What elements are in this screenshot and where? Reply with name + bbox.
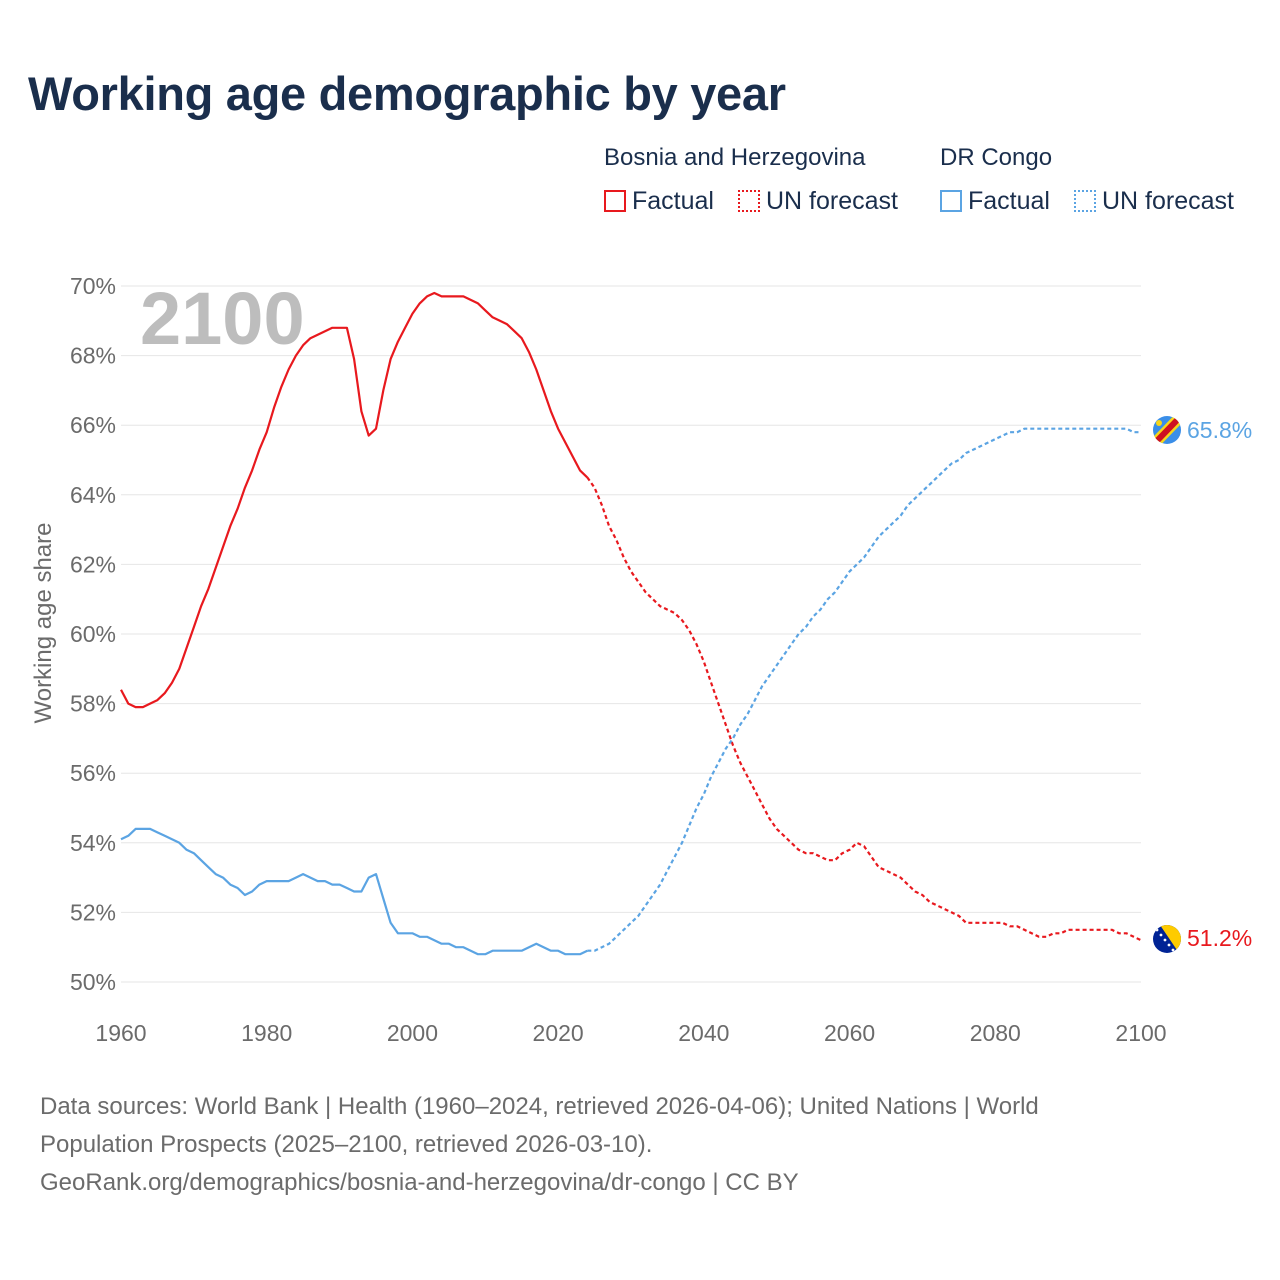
x-tick-label: 2080 [970,1020,1021,1046]
y-tick-label: 58% [70,691,116,717]
bosnia-factual-line[interactable] [120,291,589,709]
legend-bosnia-factual-label: Factual [632,186,714,215]
bosnia-flag-icon [1153,925,1181,953]
y-tick-label: 64% [70,482,116,508]
drcongo-flag-icon [1153,416,1181,444]
footer: Data sources: World Bank | Health (1960–… [40,1088,1240,1202]
x-tick-label: 1980 [241,1020,292,1046]
bosnia-end-value-label: 51.2% [1187,925,1252,951]
legend-drcongo-forecast-label: UN forecast [1102,186,1234,215]
x-tick-label: 2000 [387,1020,438,1046]
dotted-line-swatch-icon [1074,190,1096,212]
x-tick-label: 1960 [95,1020,146,1046]
y-axis-ticks: 50% 52% 54% 56% 58% 60% 62% 64% 66% 68% 70% [70,273,116,995]
bosnia-forecast-line[interactable] [586,476,1142,942]
series-lines [120,291,1142,956]
legend-drcongo-factual-label: Factual [968,186,1050,215]
solid-line-swatch-icon [940,190,962,212]
y-tick-label: 68% [70,343,116,369]
drcongo-factual-line[interactable] [120,827,588,956]
y-tick-label: 60% [70,621,116,647]
y-tick-label: 54% [70,830,116,856]
x-tick-label: 2100 [1115,1020,1166,1046]
legend-bosnia-forecast[interactable]: UN forecast [738,186,898,216]
y-tick-label: 66% [70,412,116,438]
legend-drcongo-forecast[interactable]: UN forecast [1074,186,1234,216]
legend-country-drcongo: DR Congo [940,144,1053,171]
y-tick-label: 52% [70,899,116,925]
source-line-1: Data sources: World Bank | Health (1960–… [40,1093,1039,1120]
y-tick-label: 70% [70,273,116,299]
legend-bosnia-factual[interactable]: Factual [604,186,714,216]
x-tick-label: 2020 [533,1020,584,1046]
y-tick-label: 62% [70,551,116,577]
x-axis-ticks: 1960 1980 2000 2020 2040 2060 2080 2100 [95,1020,1166,1046]
chart-title: Working age demographic by year [28,67,786,120]
drcongo-forecast-line[interactable] [587,427,1141,952]
year-watermark: 2100 [140,277,305,360]
attribution-link[interactable]: GeoRank.org/demographics/bosnia-and-herz… [40,1169,799,1196]
legend-country-bosnia: Bosnia and Herzegovina [604,144,866,171]
source-line-2: Population Prospects (2025–2100, retriev… [40,1131,653,1158]
x-tick-label: 2040 [678,1020,729,1046]
x-tick-label: 2060 [824,1020,875,1046]
y-axis-label: Working age share [30,523,57,724]
drcongo-end-value-label: 65.8% [1187,417,1252,443]
y-tick-label: 56% [70,760,116,786]
legend-bosnia-forecast-label: UN forecast [766,186,898,215]
legend-drcongo-factual[interactable]: Factual [940,186,1050,216]
line-chart: 50%52%54%56%58%60%62%64%66%68%70% 1960 19… [30,273,1252,1046]
gridlines [121,285,1141,983]
solid-line-swatch-icon [604,190,626,212]
dotted-line-swatch-icon [738,190,760,212]
y-tick-label: 50% [70,969,116,995]
